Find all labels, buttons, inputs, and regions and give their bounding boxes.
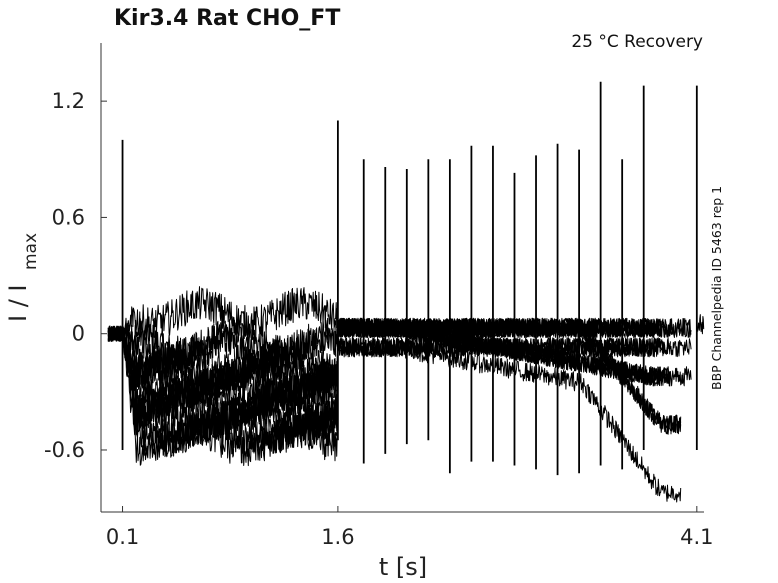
y-tick-label: 1.2 — [52, 89, 85, 113]
plot-area — [107, 81, 705, 503]
y-axis-label: I / I max — [4, 233, 41, 322]
y-ticks: 1.2 0.6 0 -0.6 — [44, 89, 107, 462]
chart-title: Kir3.4 Rat CHO_FT — [114, 6, 340, 31]
current-trace — [107, 326, 692, 467]
x-tick-label: 1.6 — [321, 525, 354, 549]
x-tick-label: 0.1 — [106, 525, 139, 549]
current-trace — [107, 325, 682, 503]
x-ticks: 0.1 1.6 4.1 — [106, 506, 714, 549]
y-tick-label: 0.6 — [52, 205, 85, 229]
condition-annotation: 25 °C Recovery — [571, 32, 703, 52]
spike-marks — [121, 81, 698, 476]
y-axis-label-main: I / I — [4, 285, 32, 323]
y-axis-label-subscript: max — [21, 233, 41, 270]
source-label: BBP Channelpedia ID 5463 rep 1 — [709, 186, 724, 390]
y-tick-label: -0.6 — [44, 438, 85, 462]
tail-trace — [696, 313, 705, 335]
x-tick-label: 4.1 — [680, 525, 713, 549]
x-axis-label: t [s] — [379, 553, 427, 581]
current-trace — [107, 317, 682, 461]
y-tick-label: 0 — [72, 322, 85, 346]
